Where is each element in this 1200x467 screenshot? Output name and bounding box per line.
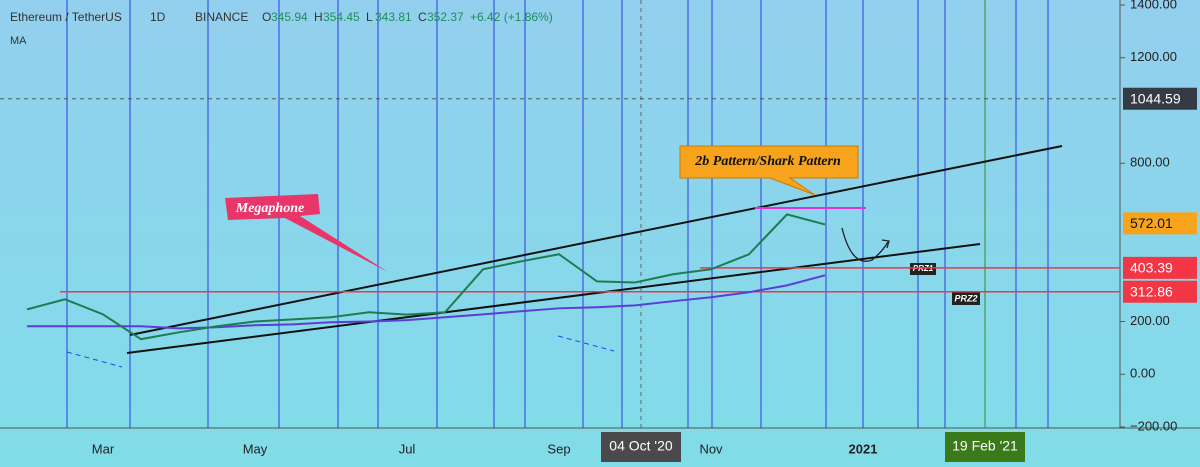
level-label: 1044.59 — [1130, 90, 1181, 106]
x-tick-label: 2021 — [849, 441, 878, 456]
label-box — [952, 292, 980, 305]
x-tick-label: May — [243, 441, 268, 456]
level-label: 572.01 — [1130, 215, 1173, 231]
ohlc-value: 352.37 — [427, 10, 464, 24]
y-tick-label: −200.00 — [1130, 418, 1177, 433]
level-label-box — [1123, 87, 1197, 110]
ohlc-value: 343.81 — [375, 10, 412, 24]
x-tick-label: Jul — [399, 441, 416, 456]
legend-header: Ethereum / TetherUS 1D BINANCE O 345.94 H 3… — [10, 10, 553, 47]
arrow — [841, 227, 889, 262]
ohlc-key: O — [262, 10, 271, 24]
arrow-head — [881, 239, 890, 249]
y-tick-label: 200.00 — [1130, 313, 1170, 328]
annotation: 2b Pattern/Shark Pattern — [694, 154, 841, 169]
y-tick-label: 800.00 — [1130, 155, 1170, 170]
label-box — [910, 263, 936, 275]
x-tick-label: Sep — [547, 441, 570, 456]
x-tick-label: Nov — [699, 441, 723, 456]
ohlc-key: H — [314, 10, 323, 24]
indicator-name: MA — [10, 35, 27, 47]
ohlc-key: L — [366, 10, 373, 24]
level-label-box — [1123, 256, 1197, 279]
level-label: 312.86 — [1130, 283, 1173, 299]
annotation: Megaphone — [235, 201, 304, 216]
trendline — [126, 243, 981, 354]
symbol: Ethereum / TetherUS — [10, 10, 122, 24]
change: +6.42 (+1.86%) — [470, 10, 553, 24]
dashed-line — [66, 351, 123, 368]
ohlc-value: 354.45 — [323, 10, 360, 24]
crosshair-label-box — [601, 432, 681, 462]
time-cycles — [66, 0, 1049, 428]
y-tick-label: 1400.00 — [1130, 0, 1177, 11]
drawings: Megaphone 2b Pattern/Shark Pattern PRZ1 … — [66, 145, 1063, 368]
level-label-box — [1123, 280, 1197, 303]
dashed-line — [557, 335, 615, 352]
exchange: BINANCE — [195, 10, 248, 24]
y-tick-label: 0.00 — [1130, 366, 1155, 381]
callout — [225, 194, 388, 272]
annotation: PRZ1 — [913, 264, 934, 273]
crosshair-label: 19 Feb '21 — [952, 438, 1018, 454]
x-tick-label: Mar — [92, 441, 115, 456]
crosshair-label-box — [945, 432, 1025, 462]
y-tick-label: 1200.00 — [1130, 49, 1177, 64]
callout — [679, 145, 859, 196]
price-line — [26, 213, 826, 341]
ohlc-key: C — [418, 10, 427, 24]
trendline — [129, 145, 1063, 336]
ohlc-value: 345.94 — [271, 10, 308, 24]
level-label-box — [1123, 212, 1197, 235]
interval: 1D — [150, 10, 166, 24]
level-label: 403.39 — [1130, 260, 1173, 276]
annotation: PRZ2 — [954, 293, 977, 303]
ohlc: O 345.94 H 354.45 L 343.81 C 352.37 — [262, 10, 464, 24]
crosshair-label: 04 Oct '20 — [609, 438, 673, 454]
ma-line — [27, 274, 826, 330]
